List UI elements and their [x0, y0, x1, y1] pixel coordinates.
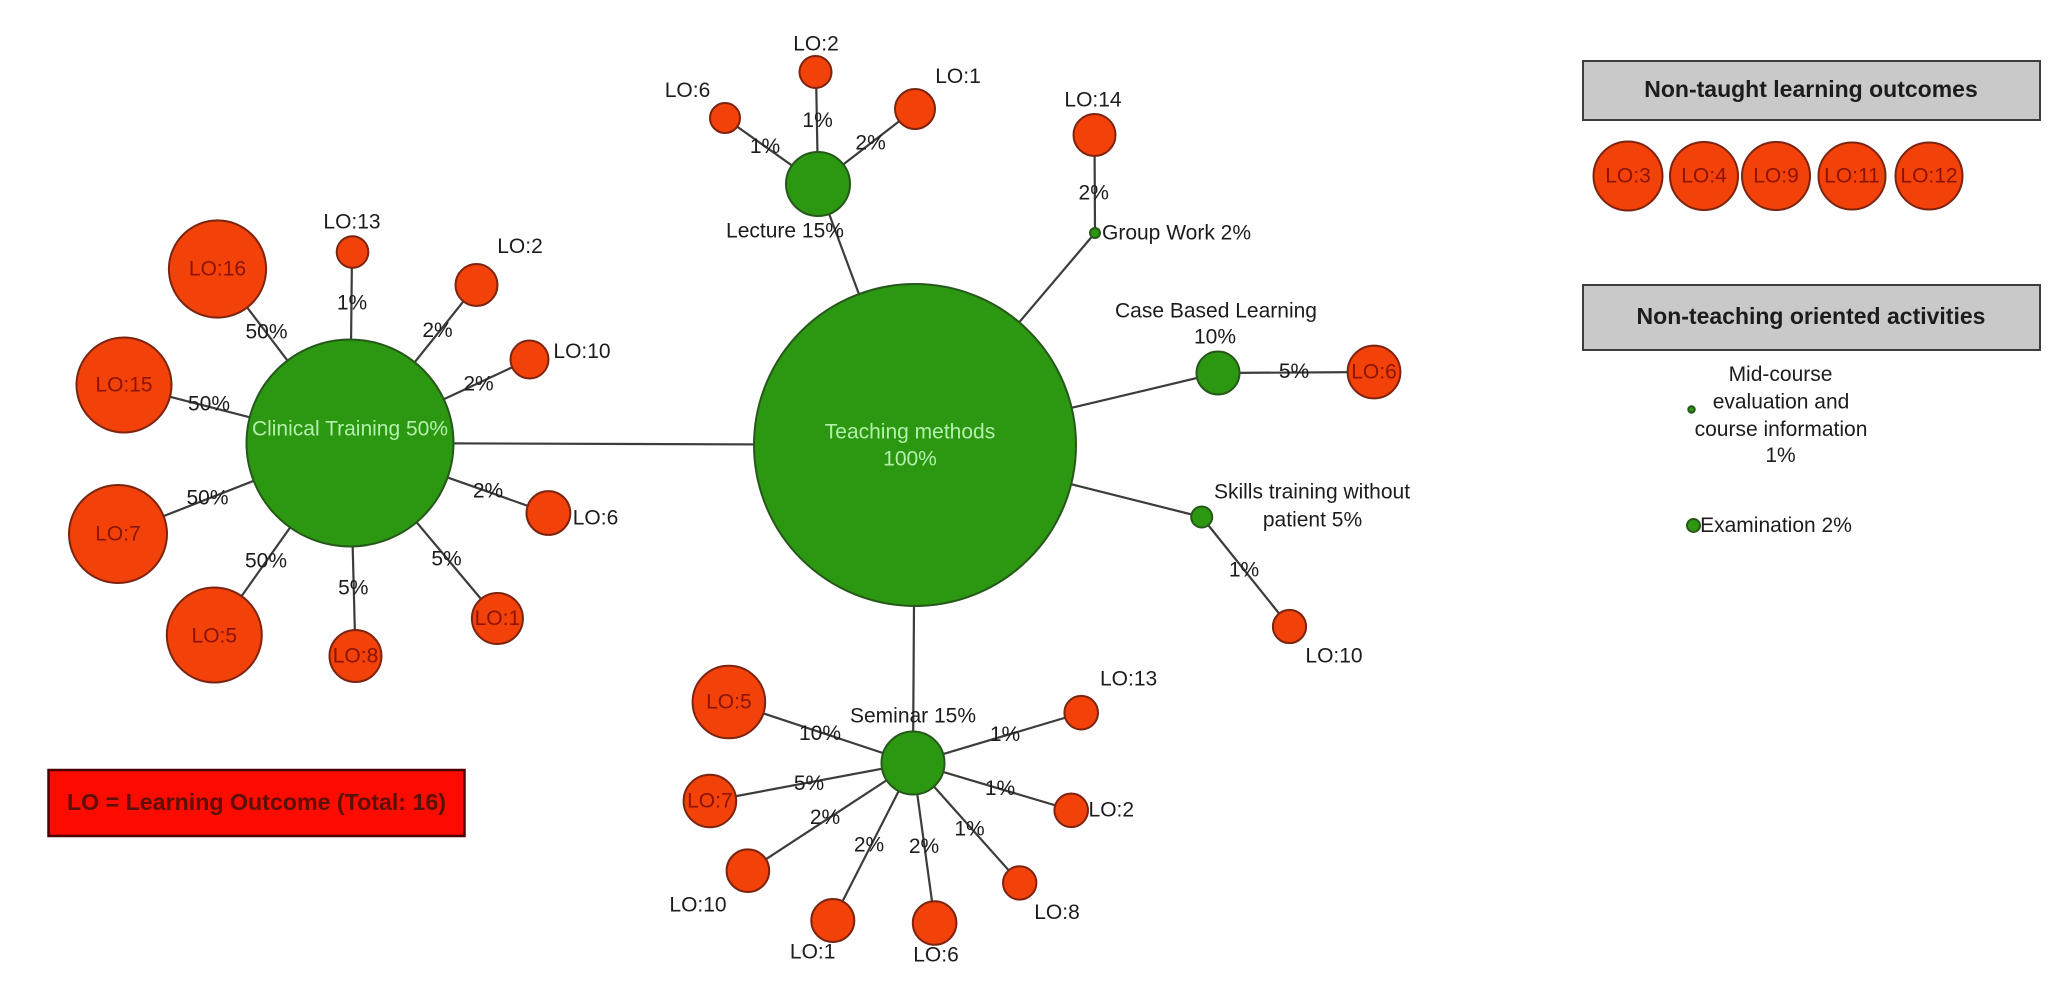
svg-text:LO:8: LO:8 [333, 645, 379, 668]
svg-text:50%: 50% [188, 393, 230, 416]
svg-text:Seminar 15%: Seminar 15% [850, 705, 976, 728]
svg-text:10%: 10% [799, 722, 841, 745]
svg-text:Non-taught learning outcomes: Non-taught learning outcomes [1644, 76, 1978, 102]
svg-text:LO:14: LO:14 [1064, 89, 1122, 112]
svg-text:LO = Learning Outcome (Total:: LO = Learning Outcome (Total: 16) [67, 789, 446, 815]
svg-text:patient 5%: patient 5% [1263, 509, 1362, 532]
svg-text:LO:6: LO:6 [1351, 361, 1397, 384]
svg-text:LO:13: LO:13 [1100, 668, 1157, 691]
svg-text:Clinical Training 50%: Clinical Training 50% [252, 418, 448, 441]
svg-text:LO:1: LO:1 [475, 607, 521, 630]
svg-text:1%: 1% [954, 818, 984, 841]
svg-text:1%: 1% [750, 135, 780, 158]
svg-text:2%: 2% [810, 806, 840, 829]
svg-text:100%: 100% [883, 448, 937, 471]
svg-text:10%: 10% [1194, 326, 1236, 349]
svg-text:LO:15: LO:15 [95, 374, 152, 397]
svg-text:2%: 2% [1079, 182, 1109, 205]
svg-text:2%: 2% [854, 834, 884, 857]
svg-text:Mid-course: Mid-course [1729, 363, 1833, 386]
svg-text:evaluation and: evaluation and [1713, 391, 1850, 414]
svg-text:2%: 2% [909, 835, 939, 858]
svg-text:LO:10: LO:10 [669, 894, 726, 917]
svg-text:5%: 5% [794, 772, 824, 795]
svg-text:5%: 5% [431, 548, 461, 571]
svg-text:Non-teaching oriented activiti: Non-teaching oriented activities [1637, 303, 1986, 329]
svg-text:1%: 1% [337, 292, 367, 315]
svg-text:1%: 1% [990, 723, 1020, 746]
svg-text:5%: 5% [1279, 360, 1309, 383]
svg-text:LO:2: LO:2 [1089, 799, 1135, 822]
svg-text:LO:6: LO:6 [665, 79, 711, 102]
svg-text:LO:2: LO:2 [793, 33, 839, 56]
svg-text:Examination 2%: Examination 2% [1700, 514, 1852, 537]
svg-text:LO:8: LO:8 [1034, 901, 1080, 924]
svg-text:2%: 2% [473, 480, 503, 503]
svg-text:Case Based Learning: Case Based Learning [1115, 300, 1317, 323]
svg-text:50%: 50% [186, 487, 228, 510]
svg-text:LO:16: LO:16 [189, 258, 246, 281]
svg-text:LO:3: LO:3 [1605, 165, 1651, 188]
svg-text:LO:7: LO:7 [687, 790, 733, 813]
svg-text:Lecture 15%: Lecture 15% [726, 220, 844, 243]
svg-text:Skills training without: Skills training without [1214, 481, 1410, 504]
svg-text:LO:4: LO:4 [1681, 165, 1727, 188]
svg-text:LO:6: LO:6 [573, 507, 619, 530]
svg-text:LO:1: LO:1 [935, 65, 981, 88]
svg-text:LO:5: LO:5 [192, 625, 238, 648]
svg-text:2%: 2% [463, 373, 493, 396]
svg-text:1%: 1% [1229, 559, 1259, 582]
svg-text:LO:5: LO:5 [706, 691, 752, 714]
svg-text:50%: 50% [245, 321, 287, 344]
svg-text:LO:10: LO:10 [553, 340, 610, 363]
svg-text:LO:11: LO:11 [1824, 165, 1880, 188]
svg-text:LO:9: LO:9 [1753, 165, 1799, 188]
svg-text:LO:2: LO:2 [497, 235, 543, 258]
svg-text:course information: course information [1695, 418, 1868, 441]
svg-text:1%: 1% [1765, 444, 1795, 467]
svg-text:LO:10: LO:10 [1305, 645, 1362, 668]
svg-text:Group Work 2%: Group Work 2% [1102, 222, 1251, 245]
svg-text:Teaching methods: Teaching methods [825, 421, 995, 444]
svg-text:5%: 5% [338, 577, 368, 600]
svg-text:LO:7: LO:7 [95, 523, 141, 546]
svg-text:LO:12: LO:12 [1900, 165, 1957, 188]
svg-text:2%: 2% [422, 319, 452, 342]
svg-text:LO:13: LO:13 [323, 211, 380, 234]
svg-text:2%: 2% [855, 132, 885, 155]
svg-text:1%: 1% [802, 109, 832, 132]
svg-text:LO:6: LO:6 [913, 944, 959, 967]
svg-text:50%: 50% [245, 550, 287, 573]
svg-text:1%: 1% [985, 777, 1015, 800]
svg-text:LO:1: LO:1 [790, 941, 836, 964]
